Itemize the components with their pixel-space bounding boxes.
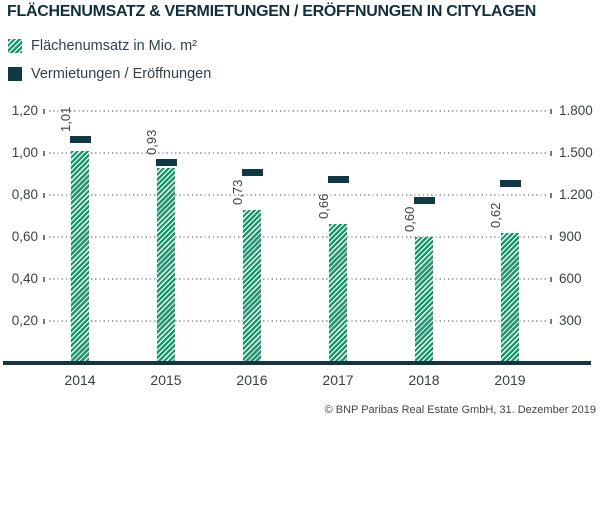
- left-axis-tick: [43, 276, 45, 282]
- gridline: [49, 278, 547, 280]
- bar-value-label: 0,62: [487, 202, 503, 228]
- x-axis-label: 2019: [494, 372, 526, 388]
- vermietungen-marker-2014: [69, 135, 91, 143]
- left-axis-label: 0,20: [11, 313, 38, 328]
- right-axis-tick: [550, 108, 552, 114]
- right-axis-tick: [550, 234, 552, 240]
- right-axis-label: 1.200: [559, 187, 593, 202]
- x-axis-label: 2015: [150, 372, 182, 388]
- gridline: [49, 320, 547, 322]
- right-axis-tick: [550, 150, 552, 156]
- bar-value-label: 0,73: [229, 179, 245, 205]
- legend-label: Flächenumsatz in Mio. m²: [31, 38, 197, 54]
- legend-label: Vermietungen / Eröffnungen: [31, 66, 212, 82]
- right-axis-label: 1.800: [559, 103, 593, 118]
- hatched-bar-swatch-icon: [8, 39, 22, 53]
- vermietungen-marker-2016: [241, 169, 263, 177]
- bar-value-label: 0,66: [315, 194, 331, 220]
- right-axis-label: 600: [559, 271, 582, 286]
- x-axis-label: 2016: [236, 372, 268, 388]
- left-axis-tick: [43, 150, 45, 156]
- bar-2015: [157, 167, 175, 361]
- left-axis-tick: [43, 234, 45, 240]
- x-axis-label: 2017: [322, 372, 354, 388]
- right-axis-label: 1.500: [559, 145, 593, 160]
- legend-item-vermietungen: Vermietungen / Eröffnungen: [8, 66, 211, 82]
- solid-marker-swatch-icon: [8, 67, 22, 81]
- gridline: [49, 236, 547, 238]
- left-axis-tick: [43, 192, 45, 198]
- bar-2017: [329, 224, 347, 361]
- bar-2018: [415, 237, 433, 361]
- x-axis-label: 2014: [64, 372, 96, 388]
- vermietungen-marker-2018: [413, 197, 435, 205]
- left-axis-label: 0,80: [11, 187, 38, 202]
- left-axis-label: 0,60: [11, 229, 38, 244]
- left-axis-tick: [43, 108, 45, 114]
- right-axis-tick: [550, 276, 552, 282]
- bar-2019: [501, 232, 519, 361]
- left-axis-label: 1,20: [11, 103, 38, 118]
- gridline: [49, 152, 547, 154]
- left-axis-label: 0,40: [11, 271, 38, 286]
- bar-2014: [71, 150, 89, 361]
- vermietungen-marker-2019: [499, 180, 521, 188]
- x-axis-label: 2018: [408, 372, 440, 388]
- vermietungen-marker-2017: [327, 176, 349, 184]
- right-axis-tick: [550, 192, 552, 198]
- right-axis-label: 300: [559, 313, 582, 328]
- bar-value-label: 0,60: [401, 206, 417, 232]
- legend-item-flaechenumsatz: Flächenumsatz in Mio. m²: [8, 38, 197, 54]
- left-axis-tick: [43, 318, 45, 324]
- bar-value-label: 1,01: [57, 106, 73, 132]
- right-axis-label: 900: [559, 229, 582, 244]
- gridline: [49, 194, 547, 196]
- vermietungen-marker-2015: [155, 159, 177, 167]
- bar-value-label: 0,93: [143, 129, 159, 156]
- gridline: [49, 110, 547, 112]
- x-axis-line: [3, 361, 591, 365]
- copyright-note: © BNP Paribas Real Estate GmbH, 31. Deze…: [324, 404, 596, 416]
- left-axis-label: 1,00: [11, 145, 38, 160]
- chart-title: FLÄCHENUMSATZ & VERMIETUNGEN / ERÖFFNUNG…: [7, 3, 536, 20]
- bar-2016: [243, 209, 261, 361]
- right-axis-tick: [550, 318, 552, 324]
